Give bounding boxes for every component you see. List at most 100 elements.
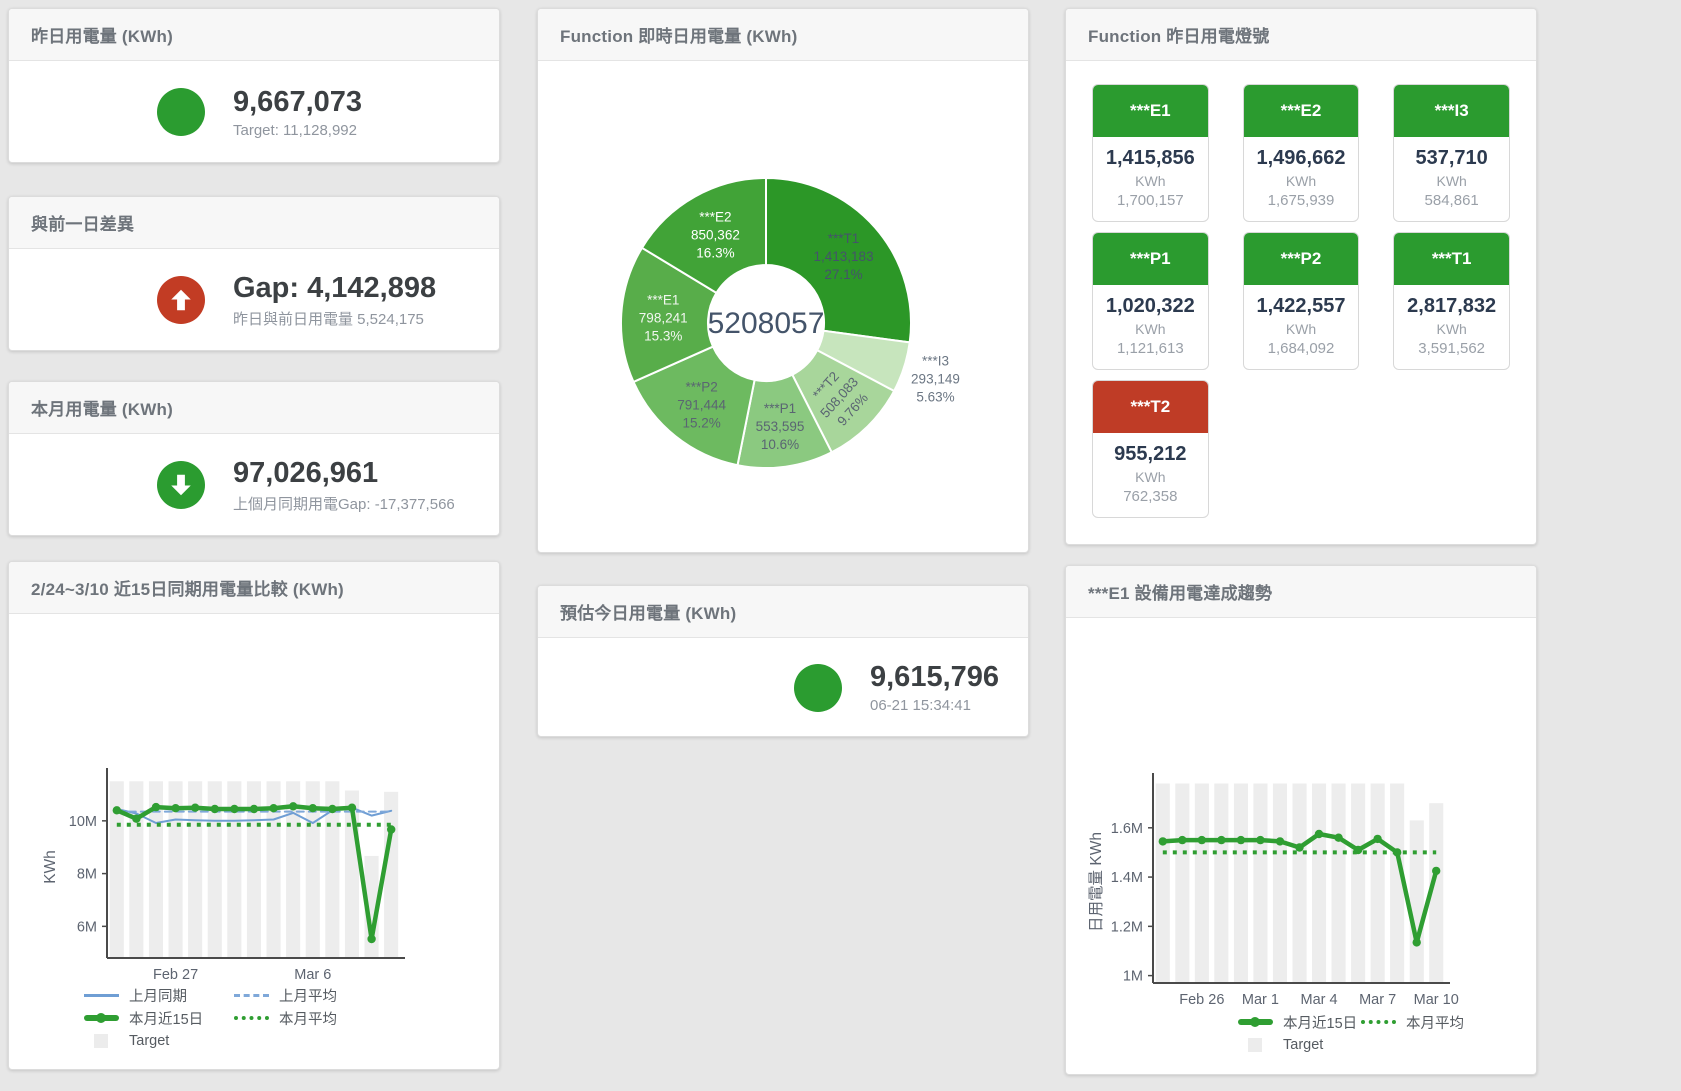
card-header: ***E1 設備用電達成趨勢 — [1066, 566, 1536, 618]
arrow-down-icon — [157, 461, 205, 509]
tile-header: ***P2 — [1243, 233, 1359, 285]
tile-body: 955,212 KWh 762,358 — [1093, 433, 1208, 517]
legend-item-this-month-average[interactable]: 本月平均 — [1361, 1012, 1464, 1033]
tile-target: 1,121,613 — [1116, 340, 1184, 357]
donut-slice-label: ***E2 850,362 16.3% — [691, 209, 740, 260]
series-point — [132, 814, 141, 823]
target-bar — [1292, 783, 1307, 983]
series-point — [289, 802, 298, 811]
donut-slice-label: ***P1 553,595 10.6% — [756, 401, 805, 452]
y-axis-tick-label: 6M — [77, 919, 97, 935]
compare-15day-chart-card: 2/24~3/10 近15日同期用電量比較 (KWh) 6M 8M 10M Feb 2… — [8, 561, 500, 1070]
light-tile-I3[interactable]: ***I3 537,710 KWh 584,861 — [1393, 84, 1510, 222]
chart-legend-row: 上月同期 上月平均 — [84, 985, 337, 1005]
legend-item-last-month-period[interactable]: 上月同期 — [84, 985, 234, 1006]
target-bar — [1390, 783, 1405, 983]
tile-unit: KWh — [1285, 173, 1317, 189]
series-point — [1295, 843, 1304, 852]
legend-item-this-month-average[interactable]: 本月平均 — [234, 1008, 337, 1029]
legend-item-target[interactable]: Target — [1238, 1037, 1323, 1053]
donut-slice-E2[interactable] — [640, 176, 767, 295]
green-dotted-legend-icon — [1361, 1020, 1396, 1024]
green-thick-line-legend-icon — [1238, 1017, 1273, 1027]
target-bar — [1214, 783, 1229, 983]
y-axis-tick-label: 1.2M — [1111, 919, 1143, 935]
donut-slice-E1[interactable] — [619, 246, 718, 384]
arrow-up-icon — [157, 276, 205, 324]
x-axis-tick-label: Feb 27 — [153, 967, 198, 983]
light-tile-E2[interactable]: ***E2 1,496,662 KWh 1,675,939 — [1242, 84, 1360, 222]
target-bar — [1370, 783, 1385, 983]
target-bar — [1331, 783, 1346, 983]
series-point — [1158, 837, 1167, 846]
tile-header: ***T1 — [1394, 233, 1509, 285]
tile-value: 1,415,856 — [1105, 147, 1195, 169]
tile-unit: KWh — [1135, 321, 1166, 337]
e1-trend-chart-card: ***E1 設備用電達成趨勢 1M 1.2M 1.4M 1.6M Feb 26 Mar 1… — [1065, 565, 1537, 1075]
series-point — [347, 803, 357, 812]
y-axis-title: KWh — [42, 850, 59, 884]
tile-value: 537,710 — [1415, 147, 1488, 169]
stat-body: 97,026,961 上個月同期用電Gap: -17,377,566 — [9, 435, 499, 535]
stat-timestamp: 06-21 15:34:41 — [870, 697, 971, 714]
series-point — [1178, 835, 1187, 845]
stat-body: 9,667,073 Target: 11,128,992 — [9, 62, 499, 162]
blue-dashed-legend-icon — [234, 993, 269, 997]
tile-header: ***P1 — [1093, 233, 1208, 285]
y-axis-title: 日用電量 KWh — [1088, 832, 1105, 932]
gray-square-legend-icon — [1248, 1038, 1262, 1052]
tile-body: 1,422,557 KWh 1,684,092 — [1244, 285, 1359, 369]
series-point — [1432, 866, 1441, 876]
green-status-circle-icon — [794, 663, 842, 712]
donut-slice-label: ***I3 293,149 5.63% — [911, 353, 960, 404]
legend-item-this-month-15day[interactable]: 本月近15日 — [1238, 1012, 1361, 1033]
stat-value: Gap: 4,142,898 — [233, 271, 437, 304]
legend-item-this-month-15day[interactable]: 本月近15日 — [84, 1008, 234, 1029]
tile-body: 1,020,322 KWh 1,121,613 — [1093, 285, 1208, 369]
tile-body: 537,710 KWh 584,861 — [1394, 137, 1509, 221]
target-bar — [1253, 783, 1268, 983]
chart-legend-row: Target — [1238, 1035, 1323, 1055]
tile-target: 1,684,092 — [1267, 340, 1335, 357]
donut-slice-P2[interactable] — [632, 345, 756, 467]
stat-value: 9,615,796 — [870, 661, 1000, 693]
donut-slice-label: ***P2 791,444 15.2% — [677, 379, 726, 430]
gray-square-legend-icon — [94, 1034, 108, 1048]
series-point — [1236, 835, 1246, 845]
tile-body: 2,817,832 KWh 3,591,562 — [1394, 285, 1509, 369]
series-point — [1334, 833, 1343, 842]
stat-value: 9,667,073 — [233, 85, 363, 118]
light-tile-T2[interactable]: ***T2 955,212 KWh 762,358 — [1092, 380, 1209, 518]
y-axis-tick-label: 1.4M — [1111, 870, 1143, 886]
light-tile-E1[interactable]: ***E1 1,415,856 KWh 1,700,157 — [1092, 84, 1209, 222]
stat-subtitle: Target: 11,128,992 — [233, 121, 357, 139]
series-point — [112, 806, 122, 815]
card-header: 預估今日用電量 (KWh) — [538, 586, 1028, 638]
card-header: Function 昨日用電燈號 — [1066, 9, 1536, 61]
legend-item-last-month-average[interactable]: 上月平均 — [234, 985, 337, 1006]
x-axis-tick-label: Mar 6 — [294, 967, 331, 983]
series-point — [230, 804, 239, 814]
lights-tile-grid: ***E1 1,415,856 KWh 1,700,157 ***E2 1,49… — [1066, 62, 1536, 544]
stat-body: Gap: 4,142,898 昨日與前日用電量 5,524,175 — [9, 250, 499, 350]
legend-item-target[interactable]: Target — [84, 1033, 169, 1049]
series-point — [1256, 835, 1265, 845]
donut-center-total: 5208057 — [708, 307, 825, 340]
tile-value: 1,422,557 — [1256, 295, 1346, 317]
series-point — [191, 803, 200, 812]
series-point — [1412, 938, 1421, 947]
series-point — [387, 825, 396, 834]
target-bar — [1194, 783, 1209, 983]
light-tile-T1[interactable]: ***T1 2,817,832 KWh 3,591,562 — [1393, 232, 1510, 370]
light-tile-P1[interactable]: ***P1 1,020,322 KWh 1,121,613 — [1092, 232, 1209, 370]
target-bar — [1155, 783, 1170, 983]
series-point — [1314, 829, 1324, 839]
target-bar — [364, 855, 379, 958]
tile-unit: KWh — [1285, 321, 1317, 337]
stat-subtitle: 昨日與前日用電量 5,524,175 — [233, 310, 424, 328]
target-bar — [1233, 783, 1248, 983]
card-title: 昨日用電量 (KWh) — [31, 27, 173, 46]
donut-slice-T1[interactable] — [765, 176, 913, 344]
light-tile-P2[interactable]: ***P2 1,422,557 KWh 1,684,092 — [1242, 232, 1360, 370]
tile-target: 3,591,562 — [1418, 340, 1486, 357]
